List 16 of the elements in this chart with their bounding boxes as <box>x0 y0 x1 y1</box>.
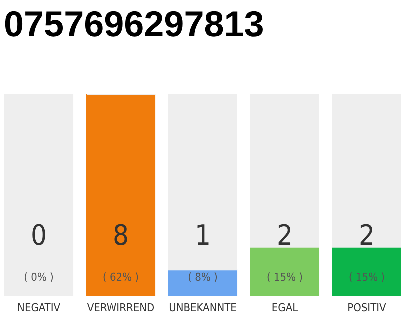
chart-title: 0757696297813 <box>4 4 264 44</box>
x-tick-label: POSITIV <box>348 302 387 314</box>
x-tick-label: VERWIRREND <box>87 302 155 314</box>
x-tick-label: NEGATIV <box>18 302 61 314</box>
data-label: ( 8% ) <box>188 271 218 284</box>
data-label: ( 15% ) <box>348 271 386 284</box>
x-tick-label: UNBEKANNTE <box>169 302 237 314</box>
data-label: ( 0% ) <box>24 271 54 284</box>
annotation: 0 <box>31 219 48 252</box>
annotation: 8 <box>112 219 130 252</box>
annotation: 1 <box>194 219 212 252</box>
annotation: 2 <box>276 219 294 252</box>
data-label: ( 15% ) <box>266 271 304 284</box>
annotation: 2 <box>358 219 375 252</box>
x-tick-label: EGAL <box>272 302 299 314</box>
data-label: ( 62% ) <box>103 271 140 284</box>
